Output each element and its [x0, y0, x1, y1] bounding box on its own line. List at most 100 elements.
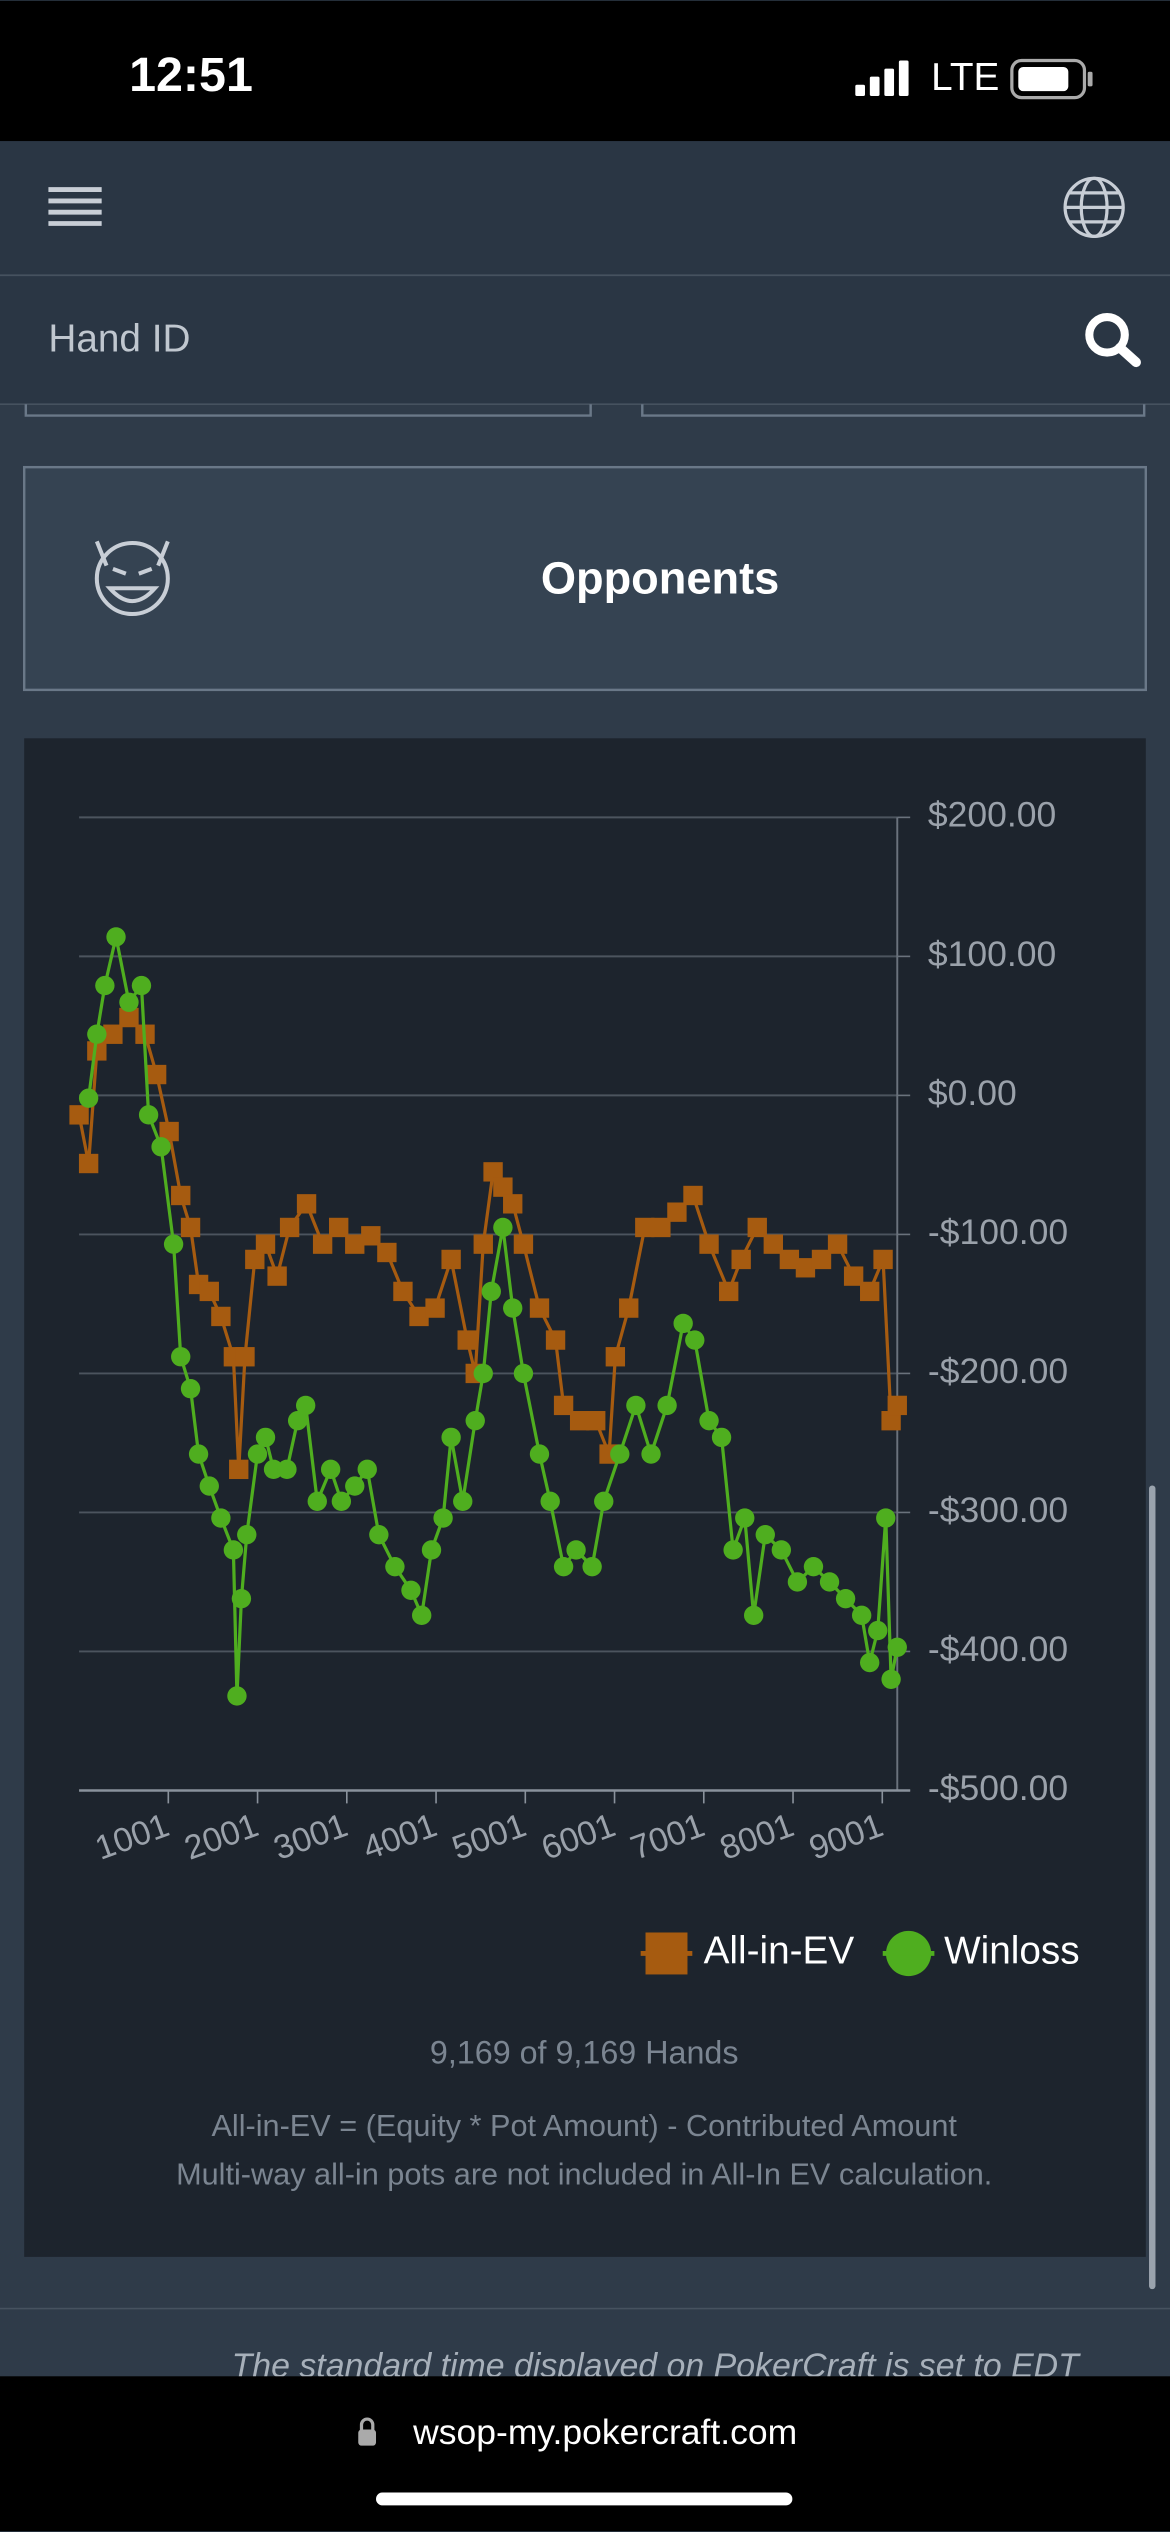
marker: [457, 1330, 477, 1350]
marker: [735, 1508, 755, 1528]
url[interactable]: wsop-my.pokercraft.com: [412, 2412, 797, 2452]
marker: [743, 1605, 764, 1626]
marker: [626, 1395, 646, 1416]
marker: [78, 1153, 99, 1174]
y-tick-label: -$400.00: [928, 1629, 1068, 1669]
battery-icon: [1010, 58, 1093, 100]
marker: [881, 1669, 901, 1689]
y-tick-label: $0.00: [928, 1073, 1017, 1113]
marker: [779, 1249, 800, 1270]
language-button[interactable]: [1063, 176, 1125, 239]
marker: [393, 1281, 413, 1302]
marker: [103, 1024, 123, 1044]
marker: [673, 1313, 693, 1334]
marker: [199, 1476, 219, 1496]
marker: [159, 1121, 179, 1142]
marker: [747, 1217, 767, 1238]
marker: [377, 1242, 397, 1263]
series: [69, 1007, 907, 1480]
marker: [503, 1298, 523, 1318]
marker: [433, 1508, 453, 1528]
marker: [819, 1572, 840, 1592]
card-edges: [24, 404, 1146, 417]
marker: [211, 1508, 231, 1528]
marker: [227, 1686, 247, 1706]
marker: [545, 1330, 566, 1350]
marker: [287, 1411, 308, 1431]
marker: [860, 1652, 880, 1673]
marker: [481, 1281, 501, 1302]
marker: [731, 1249, 751, 1270]
menu-button[interactable]: [48, 187, 102, 226]
marker: [296, 1194, 317, 1214]
signal-icon: [855, 60, 909, 96]
marker: [529, 1298, 550, 1318]
marker: [594, 1491, 614, 1512]
search-button[interactable]: [1085, 313, 1141, 368]
lock-icon: [358, 2417, 377, 2446]
marker: [95, 975, 115, 996]
marker: [876, 1508, 896, 1528]
marker: [657, 1395, 677, 1416]
marker: [843, 1266, 864, 1286]
marker: [699, 1234, 719, 1254]
marker: [787, 1572, 808, 1592]
marker: [641, 1444, 661, 1464]
marker: [540, 1491, 560, 1512]
marker: [803, 1556, 824, 1577]
marker: [237, 1525, 257, 1545]
marker: [529, 1444, 550, 1464]
marker: [357, 1459, 377, 1480]
marker: [119, 1007, 139, 1028]
marker: [146, 1064, 167, 1085]
opponents-button[interactable]: [22, 465, 1148, 692]
search-bar[interactable]: [0, 276, 1170, 405]
marker: [553, 1395, 574, 1416]
marker: [582, 1556, 602, 1577]
marker: [651, 1217, 671, 1238]
marker: [699, 1411, 719, 1431]
y-tick-label: -$100.00: [928, 1212, 1068, 1252]
marker: [151, 1137, 171, 1157]
marker: [610, 1444, 630, 1464]
marker: [465, 1411, 485, 1431]
marker: [755, 1525, 775, 1545]
marker: [860, 1281, 880, 1302]
marker: [811, 1249, 832, 1270]
marker: [503, 1194, 523, 1214]
marker: [412, 1605, 432, 1626]
marker: [493, 1217, 513, 1238]
marker: [320, 1459, 341, 1480]
clock: 12:51: [129, 48, 253, 102]
marker: [277, 1459, 297, 1480]
marker: [566, 1540, 586, 1560]
marker: [229, 1459, 249, 1480]
marker: [827, 1234, 848, 1254]
marker: [683, 1185, 703, 1206]
note: All-in-EV = (Equity * Pot Amount) - Cont…: [211, 2109, 957, 2143]
marker: [279, 1217, 300, 1238]
marker: [619, 1298, 639, 1318]
marker: [312, 1234, 333, 1254]
marker: [473, 1234, 493, 1254]
marker: [119, 992, 139, 1012]
nav-bar: [0, 141, 1170, 276]
marker: [223, 1540, 244, 1560]
marker: [483, 1162, 503, 1182]
marker: [771, 1540, 792, 1560]
marker: [87, 1024, 107, 1044]
marker: [685, 1330, 705, 1350]
marker: [307, 1491, 327, 1512]
marker: [247, 1444, 268, 1464]
marker: [345, 1476, 365, 1496]
marker: [267, 1266, 287, 1286]
marker: [635, 1217, 655, 1238]
y-tick-label: $200.00: [928, 795, 1056, 835]
search-placeholder: Hand ID: [48, 318, 190, 361]
marker: [795, 1258, 816, 1278]
legend-label: All-in-EV: [704, 1930, 855, 1973]
home-indicator: [376, 2492, 793, 2506]
y-tick-label: -$500.00: [928, 1768, 1068, 1808]
marker: [667, 1202, 687, 1222]
